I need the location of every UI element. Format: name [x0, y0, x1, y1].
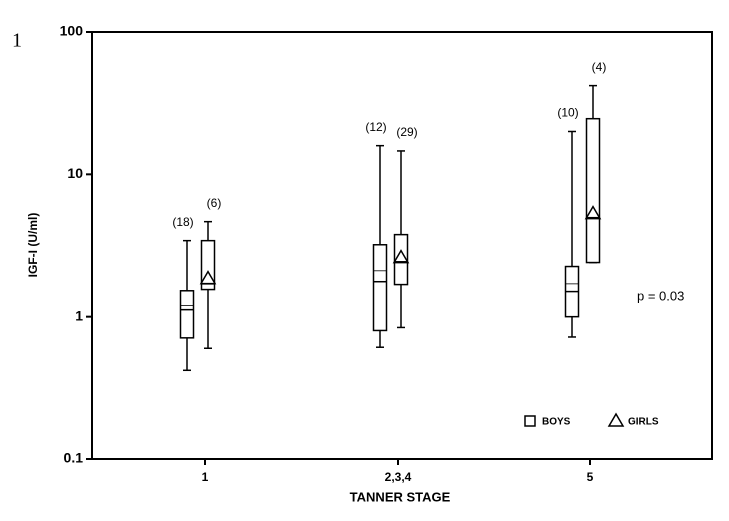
- count-label: (12): [365, 120, 386, 134]
- count-label: (29): [396, 125, 417, 139]
- count-label: (4): [592, 60, 607, 74]
- legend-marker: [607, 412, 625, 427]
- mean-marker: [392, 249, 410, 264]
- mean-marker: [584, 205, 602, 220]
- count-label: (18): [172, 215, 193, 229]
- y-axis-label: IGF-I (U/ml): [26, 213, 40, 278]
- x-tick-label: 2,3,4: [385, 470, 412, 484]
- legend-label: GIRLS: [628, 417, 659, 428]
- count-label: (10): [557, 106, 578, 120]
- box: [179, 290, 195, 339]
- legend-label: BOYS: [542, 417, 571, 428]
- panel-label: 1: [12, 30, 22, 52]
- box: [393, 233, 409, 286]
- x-tick-label: 5: [587, 470, 594, 484]
- box: [585, 117, 601, 264]
- y-tick-label: 1: [75, 307, 83, 323]
- legend-marker: [524, 415, 536, 427]
- annotation: p = 0.03: [637, 288, 684, 303]
- plot-frame: [91, 31, 713, 460]
- y-tick-label: 0.1: [64, 450, 84, 466]
- mean-marker: [199, 270, 217, 285]
- y-tick-label: 100: [60, 23, 84, 39]
- y-tick-label: 10: [67, 165, 83, 181]
- count-label: (6): [207, 196, 222, 210]
- x-axis-label: TANNER STAGE: [350, 489, 451, 504]
- x-tick-label: 1: [202, 470, 209, 484]
- box: [200, 239, 216, 291]
- box: [372, 244, 388, 332]
